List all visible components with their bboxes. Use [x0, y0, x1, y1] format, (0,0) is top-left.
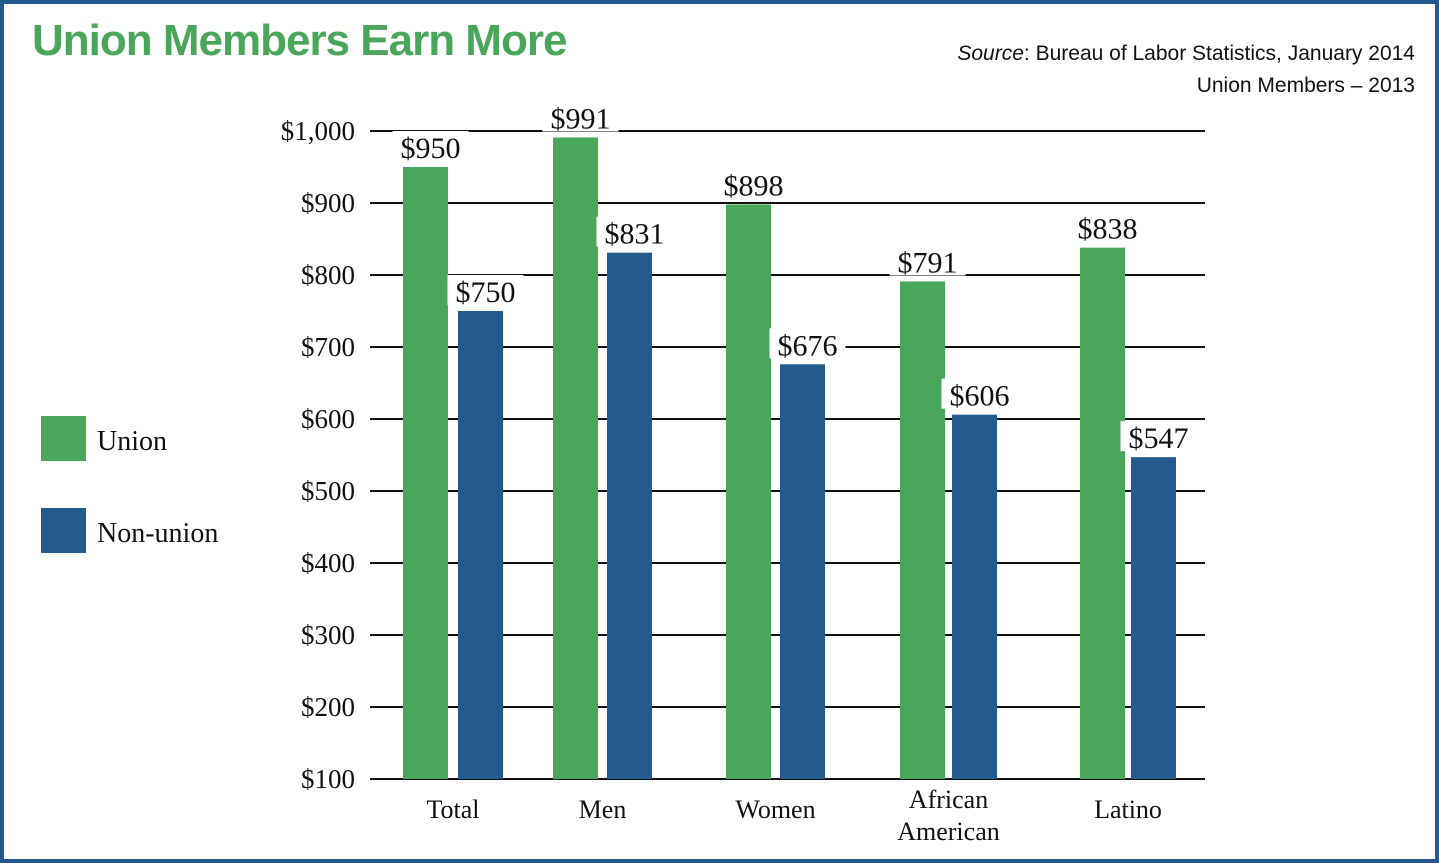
data-label-bg [1120, 421, 1197, 452]
legend-label: Union [97, 426, 167, 457]
data-label: $676 [778, 329, 838, 362]
bar-non-union [607, 252, 652, 779]
y-tick-label: $100 [301, 764, 355, 794]
x-tick-label: Latino [1094, 795, 1162, 824]
data-label: $838 [1078, 213, 1138, 246]
data-label-bg [715, 168, 792, 199]
chart-title: Union Members Earn More [32, 16, 567, 65]
data-label: $791 [898, 246, 958, 279]
data-label-bg [769, 328, 846, 359]
y-tick-label: $300 [301, 620, 355, 650]
data-label: $991 [551, 102, 611, 135]
x-tick-label: Men [579, 795, 627, 824]
data-label-bg [1069, 211, 1146, 242]
bar-union [553, 137, 598, 780]
y-tick-label: $800 [301, 260, 355, 290]
legend-swatch-non-union [41, 508, 86, 553]
source-note: Source: Bureau of Labor Statistics, Janu… [957, 38, 1415, 102]
y-tick-label: $500 [301, 476, 355, 506]
x-tick-label: Women [735, 795, 815, 824]
y-tick-label: $700 [301, 332, 355, 362]
x-tick-label: American [897, 817, 1000, 846]
bar-union [900, 281, 945, 779]
data-label-bg [392, 131, 469, 161]
data-label: $950 [401, 132, 461, 165]
legend-label: Non-union [97, 518, 218, 549]
bar-union [1080, 247, 1125, 779]
data-label: $898 [724, 169, 784, 202]
data-label-bg [447, 275, 524, 305]
source-label: Source [957, 42, 1024, 65]
y-tick-label: $900 [301, 188, 355, 218]
source-text: : Bureau of Labor Statistics, January 20… [1023, 42, 1415, 65]
bar-non-union [458, 311, 503, 779]
data-label: $606 [950, 380, 1010, 413]
data-label-bg [542, 101, 619, 132]
data-label: $750 [456, 276, 516, 309]
data-label-bg [889, 245, 966, 276]
x-tick-label: African [909, 785, 988, 814]
data-label: $547 [1129, 422, 1189, 455]
bar-union [726, 204, 771, 779]
source-subtitle: Union Members – 2013 [1196, 74, 1415, 97]
y-tick-label: $1,000 [281, 116, 355, 146]
legend-swatch-union [41, 416, 86, 461]
bar-union [403, 167, 448, 779]
y-tick-label: $600 [301, 404, 355, 434]
y-tick-label: $200 [301, 692, 355, 722]
data-label-bg [596, 216, 673, 247]
y-tick-label: $400 [301, 548, 355, 578]
data-label-bg [941, 378, 1018, 409]
data-label: $831 [605, 218, 665, 251]
x-tick-label: Total [426, 795, 479, 824]
bar-non-union [1131, 457, 1176, 779]
bar-non-union [780, 364, 825, 779]
bar-non-union [952, 414, 997, 779]
